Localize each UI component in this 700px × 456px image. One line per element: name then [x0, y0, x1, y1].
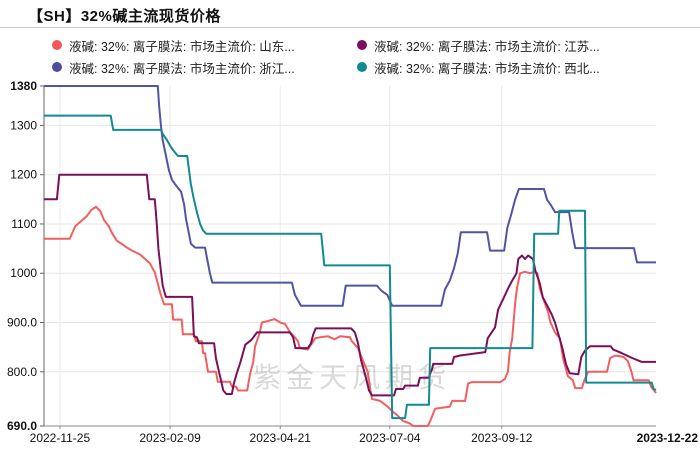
watermark-text: 紫金天风期货: [253, 362, 451, 393]
series-dot-icon: [52, 40, 62, 50]
y-axis-label: 1380: [10, 79, 37, 93]
legend-label: 液碱: 32%: 离子膜法: 市场主流价: 江苏...: [374, 39, 600, 54]
legend-label: 液碱: 32%: 离子膜法: 市场主流价: 西北...: [374, 61, 600, 76]
x-axis-label: 2023-02-09: [139, 431, 201, 445]
x-axis-label: 2023-07-04: [359, 431, 421, 445]
y-axis-label: 1000: [10, 266, 37, 280]
page-title: 【SH】32%碱主流现货价格: [28, 8, 221, 25]
series-line-山东: [44, 205, 657, 427]
legend-item-zhejiang: 液碱: 32%: 离子膜法: 市场主流价: 浙江...: [52, 59, 295, 76]
x-axis-label: 2023-04-21: [250, 431, 312, 445]
x-axis-label: 2023-09-12: [471, 431, 533, 445]
y-axis-label: 1300: [10, 118, 37, 132]
series-line-西北: [44, 114, 657, 420]
series-line-江苏: [44, 173, 656, 397]
y-axis-label: 690.0: [7, 419, 37, 433]
legend-item-jiangsu: 液碱: 32%: 离子膜法: 市场主流价: 江苏...: [357, 37, 600, 54]
series-dot-icon: [357, 40, 367, 50]
y-axis-label: 1100: [11, 217, 37, 231]
legend-label: 液碱: 32%: 离子膜法: 市场主流价: 山东...: [69, 39, 295, 54]
series-line-浙江: [44, 85, 656, 307]
y-axis-label: 1200: [10, 168, 37, 182]
x-axis-label: 2022-11-25: [30, 431, 91, 445]
title-divider: [0, 27, 700, 28]
x-axis-label: 2023-12-22: [637, 431, 699, 445]
series-dot-icon: [52, 62, 62, 72]
y-axis-label: 800.0: [7, 365, 37, 379]
y-axis-label: 900.0: [7, 316, 37, 330]
legend-item-xibei: 液碱: 32%: 离子膜法: 市场主流价: 西北...: [357, 59, 600, 76]
legend-item-shandong: 液碱: 32%: 离子膜法: 市场主流价: 山东...: [52, 37, 295, 54]
legend-label: 液碱: 32%: 离子膜法: 市场主流价: 浙江...: [69, 61, 295, 76]
series-dot-icon: [357, 62, 367, 72]
